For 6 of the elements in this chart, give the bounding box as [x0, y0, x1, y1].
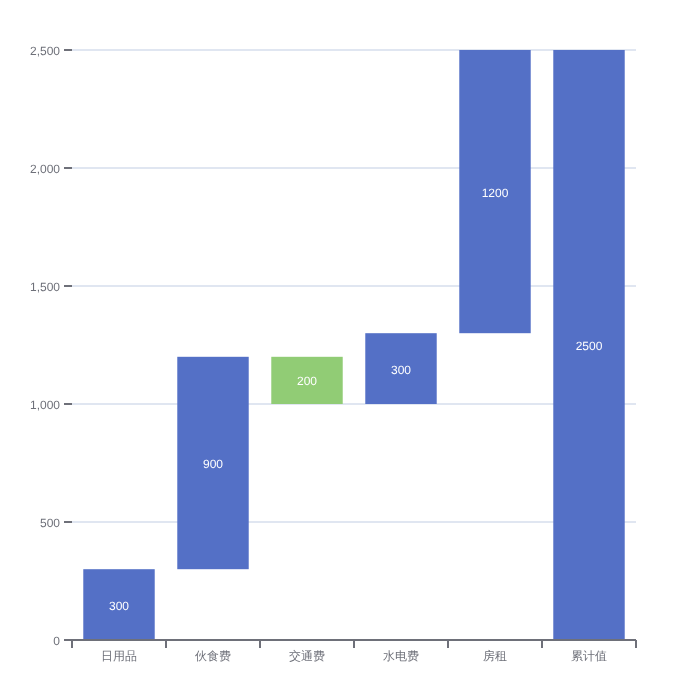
bar: [177, 356, 249, 570]
bar: [553, 50, 625, 640]
bar: [459, 50, 531, 334]
bar: [83, 569, 155, 640]
bar: [365, 333, 437, 404]
bar: [271, 356, 343, 404]
